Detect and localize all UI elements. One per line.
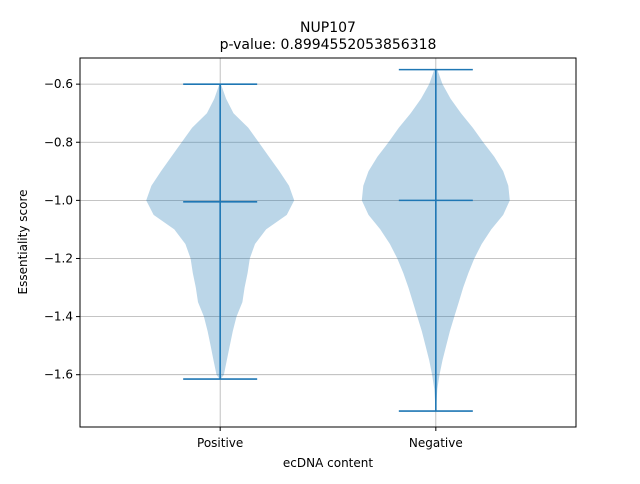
y-tick-label: −1.2 [44,251,73,265]
y-tick-label: −1.0 [44,193,73,207]
x-axis-ticks: Positive Negative [197,427,463,450]
y-axis-label: Essentiality score [16,190,30,295]
chart-subtitle: p-value: 0.8994552053856318 [220,37,437,53]
y-tick-label: −0.6 [44,77,73,91]
y-tick-label: −1.6 [44,368,73,382]
x-axis-label: ecDNA content [283,456,373,470]
x-tick-label: Negative [409,436,463,450]
y-axis-ticks: −0.6 −0.8 −1.0 −1.2 −1.4 −1.6 [44,77,80,382]
chart-title: NUP107 [300,20,356,36]
violins [146,68,510,412]
x-tick-label: Positive [197,436,243,450]
y-tick-label: −1.4 [44,310,73,324]
grid [80,58,576,427]
y-tick-label: −0.8 [44,135,73,149]
plot-frame [79,57,577,428]
